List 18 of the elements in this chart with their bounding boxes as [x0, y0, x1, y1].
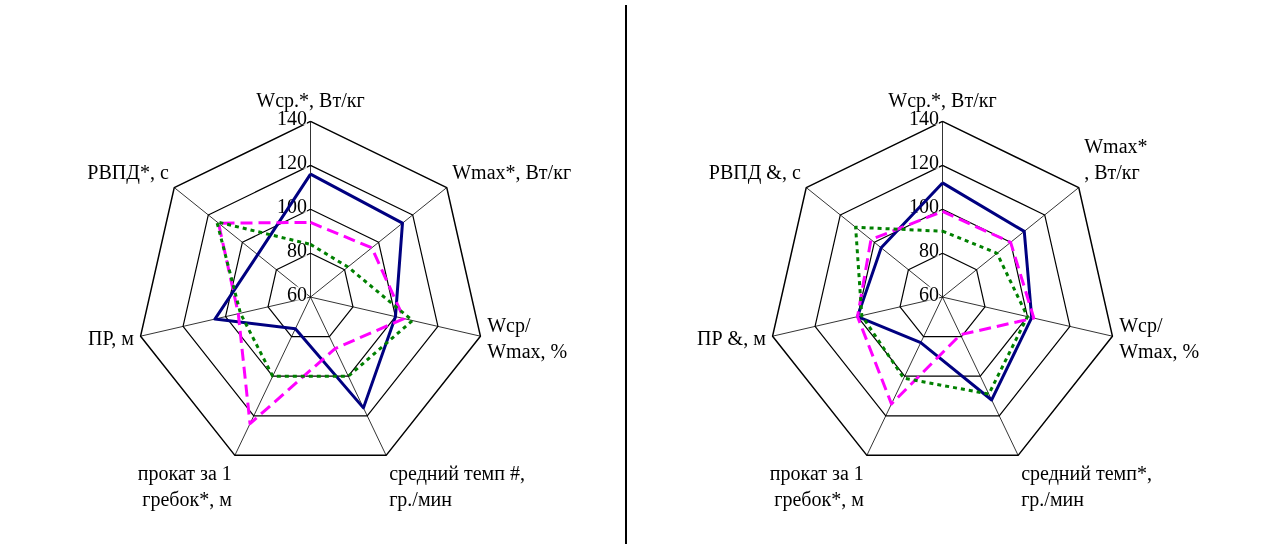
- spoke-label: прокат за 1 гребок*, м: [137, 461, 233, 512]
- spoke-label: ПР &, м: [697, 326, 767, 349]
- y-tick-label: 120: [909, 150, 940, 173]
- spoke-label: Wср/ Wmax, %: [487, 313, 568, 362]
- y-tick-label: 80: [919, 238, 940, 261]
- spoke-label: РВПД*, с: [87, 161, 169, 185]
- y-tick-label: 60: [919, 282, 940, 305]
- spoke-label: средний темп #, гр./мин: [389, 461, 525, 512]
- y-tick-label: 120: [277, 150, 308, 173]
- spoke-label: средний темп*, гр./мин: [1021, 461, 1152, 512]
- y-tick-label: 80: [287, 238, 308, 261]
- spoke-label: ПР, м: [88, 326, 135, 349]
- spoke-label: Wср/ Wmax, %: [1119, 313, 1200, 362]
- y-tick-label: 60: [287, 282, 308, 305]
- spoke-label: Wmax*, Вт/кг: [452, 161, 572, 184]
- spoke-label: РВПД &, с: [708, 161, 801, 185]
- spoke-label: прокат за 1 гребок*, м: [769, 461, 865, 512]
- spoke-label: Wmax* , Вт/кг: [1084, 134, 1148, 184]
